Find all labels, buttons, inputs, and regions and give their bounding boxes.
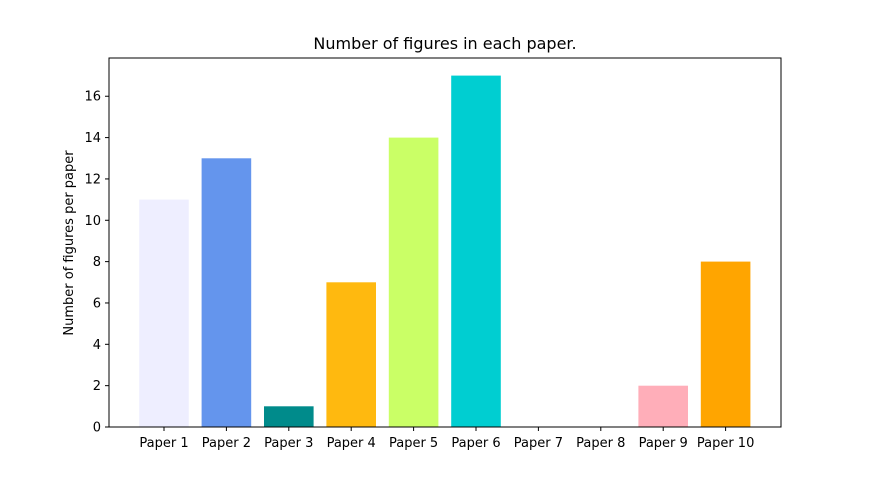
- y-tick-label: 4: [93, 338, 101, 353]
- x-tick-label: Paper 1: [139, 436, 188, 451]
- bar-2: [201, 158, 252, 428]
- bar-3: [264, 406, 314, 427]
- x-tick-label: Paper 7: [514, 436, 563, 451]
- y-axis-label: Number of figures per paper: [62, 150, 77, 336]
- x-tick-label: Paper 10: [697, 436, 755, 451]
- bar-1: [139, 199, 189, 427]
- y-tick-label: 8: [93, 255, 101, 270]
- x-tick-label: Paper 4: [327, 436, 376, 451]
- bar-5: [388, 137, 439, 427]
- bar-9: [638, 385, 688, 427]
- bar-6: [451, 75, 501, 427]
- bar-4: [326, 282, 376, 427]
- y-tick-label: 2: [93, 379, 101, 394]
- plot-frame: [108, 57, 782, 428]
- y-tick-label: 0: [93, 421, 101, 436]
- x-tick-label: Paper 3: [264, 436, 313, 451]
- x-tick-label: Paper 6: [451, 436, 500, 451]
- bar-10: [700, 261, 751, 427]
- y-tick-label: 12: [84, 172, 101, 187]
- y-tick-label: 10: [84, 214, 101, 229]
- x-tick-label: Paper 5: [389, 436, 438, 451]
- x-tick-label: Paper 2: [202, 436, 251, 451]
- bars-group: [139, 75, 751, 428]
- x-axis: Paper 1 Paper 2 Paper 3 Paper 4 Paper 5 Paper…: [139, 427, 754, 451]
- x-tick-label: Paper 8: [576, 436, 625, 451]
- y-tick-label: 6: [93, 296, 101, 311]
- y-axis: 0 2 4 6 8 10 12 14 16: [84, 90, 109, 436]
- x-tick-label: Paper 9: [639, 436, 688, 451]
- y-tick-label: 16: [84, 90, 101, 105]
- chart-title: Number of figures in each paper.: [313, 34, 576, 53]
- y-tick-label: 14: [84, 131, 101, 146]
